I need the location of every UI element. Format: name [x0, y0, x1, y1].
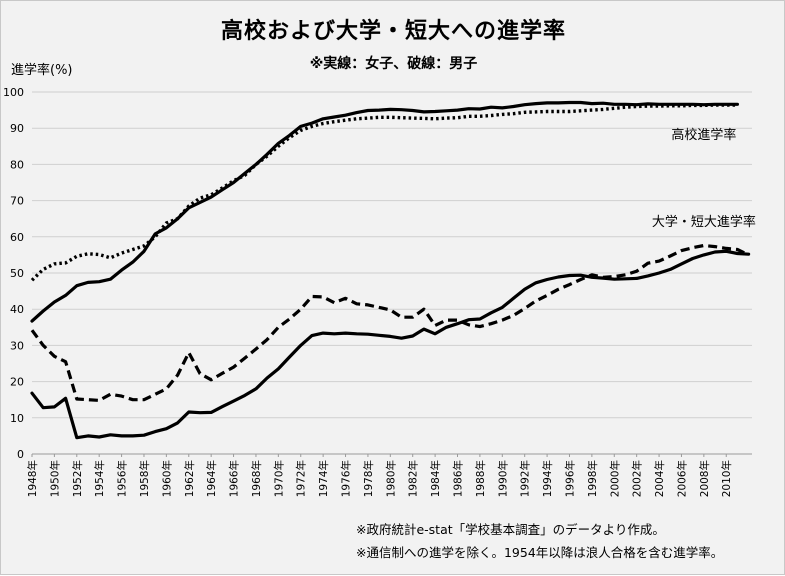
x-tick-label: 1982年	[407, 460, 420, 497]
y-tick-label: 40	[10, 303, 24, 316]
x-tick-label: 1958年	[138, 460, 151, 497]
y-tick-label: 100	[3, 86, 24, 99]
x-tick-label: 1956年	[116, 460, 129, 497]
y-tick-label: 90	[10, 122, 24, 135]
series-line-0	[30, 100, 739, 323]
series-annotation: 大学・短大進学率	[652, 214, 756, 230]
x-tick-label: 1992年	[519, 460, 532, 497]
x-tick-label: 2008年	[698, 460, 711, 497]
x-tick-label: 1986年	[452, 460, 465, 497]
x-tick-label: 1984年	[429, 460, 442, 497]
x-tick-label: 2004年	[653, 460, 666, 497]
y-tick-label: 80	[10, 158, 24, 171]
caveat-note: ※通信制への進学を除く。1954年以降は浪人合格を含む進学率。	[356, 545, 724, 560]
source-note: ※政府統計e-stat「学校基本調査」のデータより作成。	[356, 522, 665, 537]
chart-subtitle: ※実線：女子、破線：男子	[309, 56, 478, 72]
x-tick-label: 1988年	[474, 460, 487, 497]
series-line-3	[30, 243, 750, 402]
y-tick-label: 60	[10, 231, 24, 244]
x-tick-label: 1996年	[563, 460, 576, 497]
x-tick-label: 1978年	[362, 460, 375, 497]
x-tick-label: 1976年	[340, 460, 353, 497]
x-tick-label: 1998年	[586, 460, 599, 497]
y-tick-label: 70	[10, 195, 24, 208]
x-tick-label: 1972年	[295, 460, 308, 497]
x-tick-label: 1950年	[48, 460, 61, 497]
x-tick-label: 1968年	[250, 460, 263, 497]
y-tick-label: 30	[10, 339, 24, 352]
x-tick-label: 2010年	[720, 460, 733, 497]
y-axis-label: 進学率(%)	[11, 63, 73, 78]
x-tick-label: 1964年	[205, 460, 218, 497]
x-tick-label: 1960年	[160, 460, 173, 497]
x-tick-label: 1974年	[317, 460, 330, 497]
y-tick-label: 0	[17, 448, 24, 461]
x-tick-label: 2006年	[675, 460, 688, 497]
x-tick-label: 1966年	[228, 460, 241, 497]
x-tick-label: 1952年	[71, 460, 84, 497]
series-line-1	[30, 103, 738, 282]
series-line-2	[30, 249, 751, 440]
chart-title: 高校および大学・短大への進学率	[220, 19, 566, 44]
y-tick-label: 10	[10, 412, 24, 425]
x-tick-label: 2000年	[608, 460, 621, 497]
series-annotation: 高校進学率	[671, 127, 736, 143]
x-tick-label: 1948年	[26, 460, 39, 497]
y-tick-label: 20	[10, 376, 24, 389]
x-tick-label: 2002年	[631, 460, 644, 497]
x-tick-label: 1980年	[384, 460, 397, 497]
x-tick-label: 1970年	[272, 460, 285, 497]
x-tick-label: 1990年	[496, 460, 509, 497]
y-tick-label: 50	[10, 267, 24, 280]
x-tick-label: 1954年	[93, 460, 106, 497]
x-tick-label: 1994年	[541, 460, 554, 497]
x-tick-label: 1962年	[183, 460, 196, 497]
